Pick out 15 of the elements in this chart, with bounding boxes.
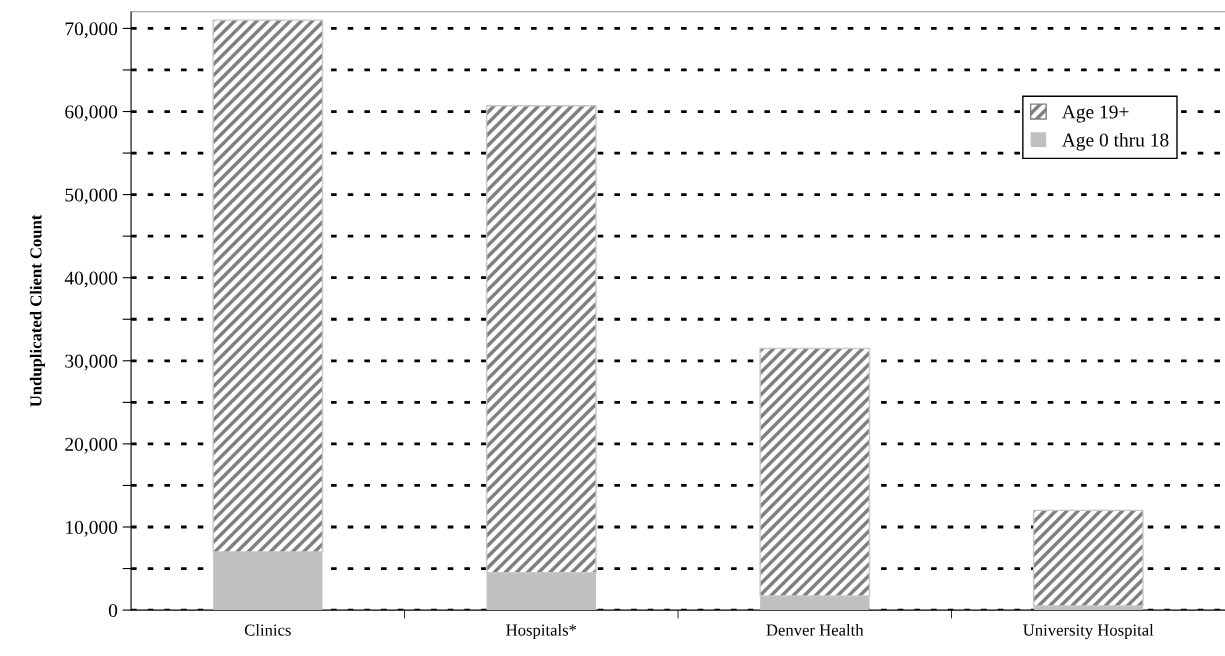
y-tick-label: 10,000	[66, 520, 118, 537]
y-tick-label: 60,000	[65, 105, 118, 122]
y-tick-label: 20,000	[65, 437, 118, 454]
y-tick-label: 50,000	[65, 188, 118, 205]
y-axis-title: Unduplicated Client Count	[29, 214, 45, 407]
y-tick-label: 40,000	[64, 271, 118, 288]
x-tick-label: Hospitals*	[506, 623, 577, 640]
legend-label: Age 19+	[1061, 105, 1129, 123]
y-tick-label: 70,000	[65, 22, 118, 39]
x-tick-label: University Hospital	[1023, 623, 1154, 640]
x-tick-label: Denver Health	[766, 623, 864, 636]
y-tick-label: 30,000	[65, 354, 118, 371]
x-tick-label: Clinics	[244, 623, 291, 636]
legend-label: Age 0 thru 18	[1061, 132, 1169, 151]
y-tick-label: 0	[108, 603, 118, 618]
